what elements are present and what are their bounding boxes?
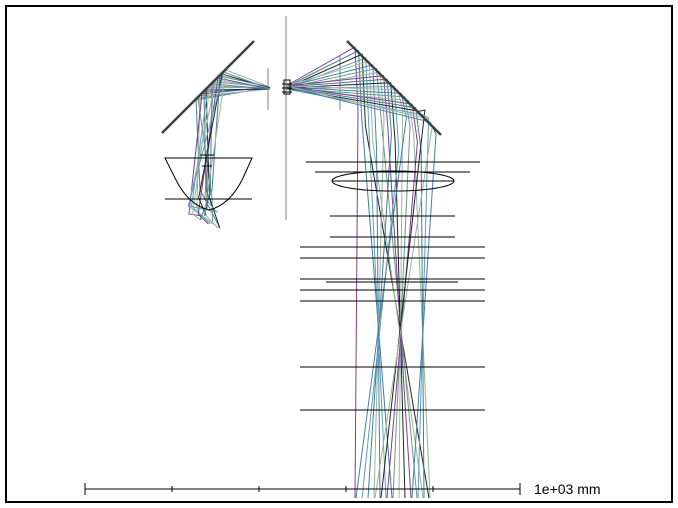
ray-right: [285, 82, 406, 499]
ray-right: [285, 60, 424, 499]
scale-bar-label: 1e+03 mm: [534, 481, 601, 497]
fold-mirrors: [161, 40, 442, 136]
fold-mirror-left: [161, 40, 255, 134]
ray-left: [192, 85, 271, 221]
scale-bar: [84, 483, 521, 495]
ray-right: [285, 56, 387, 499]
left-optic-group: [164, 150, 253, 211]
fold-mirror-right: [346, 40, 442, 136]
diagram-frame: [5, 5, 673, 503]
ray-bundle-left: [187, 69, 271, 229]
ray-left: [203, 69, 271, 229]
ray-left: [187, 71, 271, 213]
concave-mirror-cup: [164, 157, 253, 211]
scale-bar-ticks: [84, 483, 521, 495]
ray-right: [285, 87, 426, 499]
ray-left: [187, 79, 271, 229]
ray-left: [205, 88, 271, 229]
ray-left: [198, 73, 271, 217]
intermediate-focus-element: [282, 79, 292, 95]
right-optic-group: [300, 161, 485, 411]
